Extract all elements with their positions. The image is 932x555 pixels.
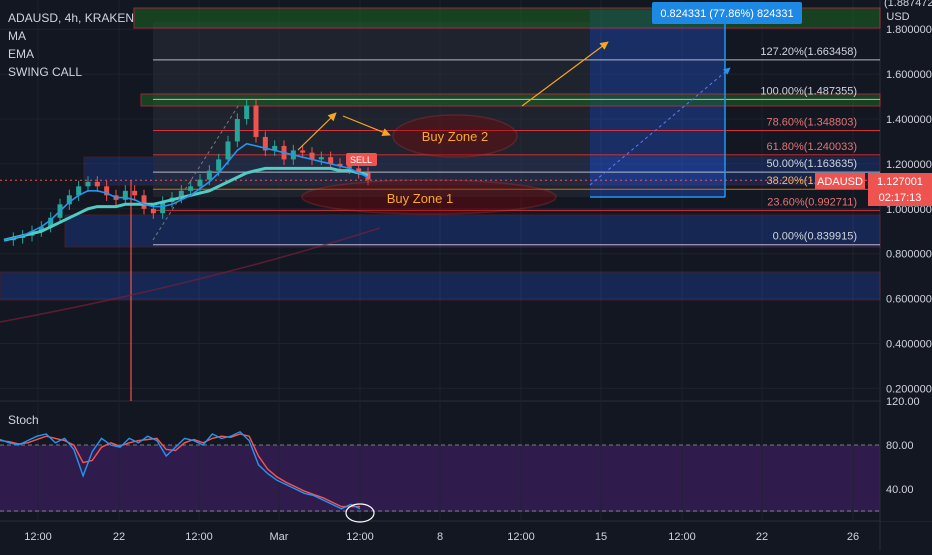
candle-body-34 (318, 157, 324, 160)
candle-body-14 (132, 190, 138, 196)
stoch-highlight-circle (345, 503, 375, 523)
ema-line (3, 166, 369, 242)
support-zone-mid (64, 214, 881, 248)
candle-body-32 (300, 150, 306, 153)
fib-label-6: 23.60%(0.992711) (767, 196, 857, 208)
candle-body-36 (337, 163, 343, 167)
candle-body-28 (262, 136, 268, 151)
candle-body-33 (309, 152, 315, 160)
indicator-ma[interactable]: MA (8, 29, 26, 43)
long-trend-curve (0, 227, 381, 323)
price-axis-bg (881, 0, 932, 521)
fib-label-0: 127.20%(1.663458) (760, 46, 857, 58)
currency-label: USD (886, 11, 909, 23)
price-tick-2: 1.400000 (886, 114, 932, 126)
symbol-title: ADAUSD, 4h, KRAKEN (8, 11, 135, 25)
oscillator-label[interactable]: Stoch (8, 413, 39, 427)
price-tick-3: 1.200000 (886, 159, 932, 171)
price-tag-value: 1.127001 (877, 176, 923, 188)
time-tick-0: 12:00 (24, 531, 52, 543)
price-tick-8: 0.200000 (886, 383, 932, 395)
candle-body-24 (225, 141, 231, 160)
fib-label-2: 78.60%(1.348803) (766, 116, 857, 128)
candle-body-11 (104, 186, 110, 196)
price-tick-6: 0.600000 (886, 294, 932, 306)
time-tick-9: 22 (756, 531, 768, 543)
candle-body-21 (197, 179, 203, 187)
candle-body-38 (356, 168, 362, 173)
price-tag-box (868, 173, 932, 206)
price-tick-4: 1.000000 (886, 204, 932, 216)
time-tick-10: 26 (847, 531, 859, 543)
candle-body-4 (38, 226, 44, 232)
fib-label-1: 100.00%(1.487355) (760, 85, 857, 97)
candle-body-5 (48, 217, 54, 227)
path-projection-right (589, 67, 731, 186)
candle-body-10 (94, 181, 100, 187)
stoch-d-line (0, 433, 360, 508)
buy-zone-2-ellipse (392, 114, 518, 158)
measure-label-box (652, 2, 802, 24)
time-tick-7: 15 (595, 531, 607, 543)
time-tick-1: 22 (113, 531, 125, 543)
price-tag-symbol-box (815, 173, 865, 189)
candle-body-35 (328, 157, 334, 164)
candle-body-39 (365, 172, 371, 180)
indicator-swing-call[interactable]: SWING CALL (8, 65, 83, 79)
measure-label: 0.824331 (77.86%) 824331 (660, 8, 793, 20)
candle-body-19 (178, 190, 184, 198)
candle-body-23 (216, 159, 222, 171)
arrow-to-zone-2 (342, 115, 391, 137)
fib-label-3: 61.80%(1.240033) (766, 141, 857, 153)
target-zone-mid (140, 93, 881, 107)
price-tag-countdown: 02:17:13 (879, 192, 922, 204)
top-partial-label: (1.887472) (884, 0, 932, 9)
candle-body-7 (66, 195, 72, 205)
sell-tag-label: SELL (350, 155, 372, 165)
sell-tag-box (346, 153, 377, 166)
stoch-tick-1: 80.00 (886, 440, 914, 452)
time-tick-5: 8 (437, 531, 443, 543)
buy-zone-1-label: Buy Zone 1 (387, 191, 454, 206)
price-tick-5: 0.800000 (886, 249, 932, 261)
fib-box (153, 22, 590, 197)
indicator-ema[interactable]: EMA (8, 47, 35, 61)
time-tick-2: 12:00 (185, 531, 213, 543)
time-tick-4: 12:00 (346, 531, 374, 543)
candle-body-15 (141, 195, 147, 209)
buy-zone-1-ellipse (301, 179, 557, 215)
candle-body-8 (76, 186, 82, 196)
time-tick-6: 12:00 (507, 531, 535, 543)
candle-body-13 (122, 190, 128, 200)
support-zone-low (0, 271, 881, 301)
stoch-tick-0: 120.00 (886, 396, 920, 408)
arrow-projection (521, 41, 609, 107)
fib-label-7: 0.00%(0.839915) (773, 231, 857, 243)
candle-body-37 (346, 166, 352, 169)
candle-body-26 (244, 105, 250, 119)
stoch-k-line (0, 430, 361, 510)
ma-line (3, 142, 369, 241)
candle-body-20 (188, 186, 194, 191)
candle-body-25 (234, 119, 240, 142)
candle-body-16 (150, 208, 156, 214)
price-tag-symbol: ADAUSD (817, 176, 863, 188)
candle-body-22 (206, 170, 212, 180)
candle-body-9 (85, 181, 91, 187)
time-tick-8: 12:00 (668, 531, 696, 543)
price-tick-0: 1.800000 (886, 24, 932, 36)
candle-body-29 (272, 145, 278, 151)
candle-body-17 (160, 202, 166, 214)
fib-label-4: 50.00%(1.163635) (766, 158, 857, 170)
arrow-up-1 (297, 112, 337, 151)
buy-zone-2-label: Buy Zone 2 (422, 129, 489, 144)
candle-body-27 (253, 105, 259, 137)
time-tick-3: Mar (270, 531, 289, 543)
price-tick-7: 0.400000 (886, 339, 932, 351)
price-tick-1: 1.600000 (886, 69, 932, 81)
stoch-tick-2: 40.00 (886, 484, 914, 496)
